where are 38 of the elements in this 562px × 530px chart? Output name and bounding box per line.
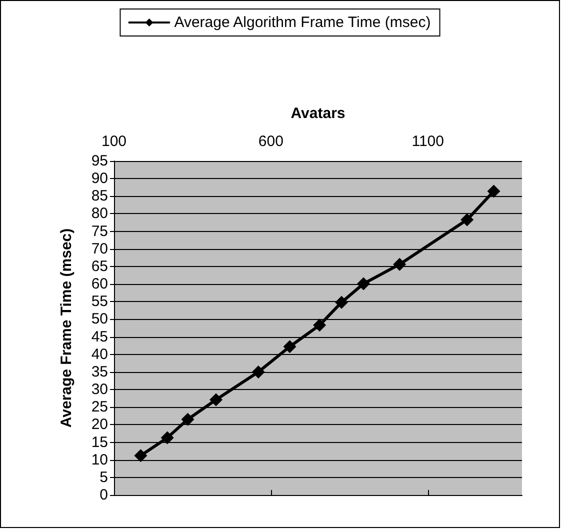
point	[460, 213, 474, 226]
y-tick-label: 85	[91, 188, 108, 205]
y-tick-label: 10	[91, 451, 108, 468]
point	[134, 449, 148, 462]
y-tick-label: 45	[91, 328, 108, 346]
point	[357, 277, 370, 290]
point	[252, 365, 265, 378]
y-axis-title: Average Frame Time (msec)	[58, 228, 75, 428]
y-tick-label: 75	[91, 222, 108, 240]
y-tick-label: 95	[91, 152, 108, 170]
y-tick-label: 40	[91, 346, 108, 363]
point	[313, 318, 326, 332]
y-tick-label: 0	[100, 486, 108, 504]
point	[181, 412, 194, 426]
x-axis-title: Avatars	[290, 105, 346, 122]
y-tick-label: 25	[91, 398, 108, 416]
y-tick-label: 55	[91, 293, 108, 310]
y-tick-label: 30	[91, 381, 108, 398]
x-tick-label: 1100	[412, 133, 444, 150]
y-tick-label: 50	[91, 310, 108, 328]
x-tick-label: 100	[101, 133, 127, 150]
y-tick-label: 60	[91, 276, 108, 293]
point	[335, 296, 348, 309]
y-tick-label: 90	[91, 170, 108, 188]
y-tick-label: 5	[100, 468, 108, 486]
legend-label: Average Algorithm Frame Time (msec)	[174, 14, 431, 31]
point	[210, 393, 222, 406]
y-tick-label: 35	[91, 363, 108, 380]
y-tick-label: 15	[91, 434, 108, 451]
y-tick-label: 65	[91, 258, 108, 275]
y-tick-label: 20	[91, 416, 108, 434]
point	[160, 431, 174, 444]
point	[487, 184, 500, 198]
y-tick-label: 80	[91, 205, 108, 222]
x-tick-label: 600	[258, 133, 284, 150]
y-tick-label: 70	[91, 240, 108, 258]
point	[283, 340, 296, 354]
point	[393, 258, 406, 271]
